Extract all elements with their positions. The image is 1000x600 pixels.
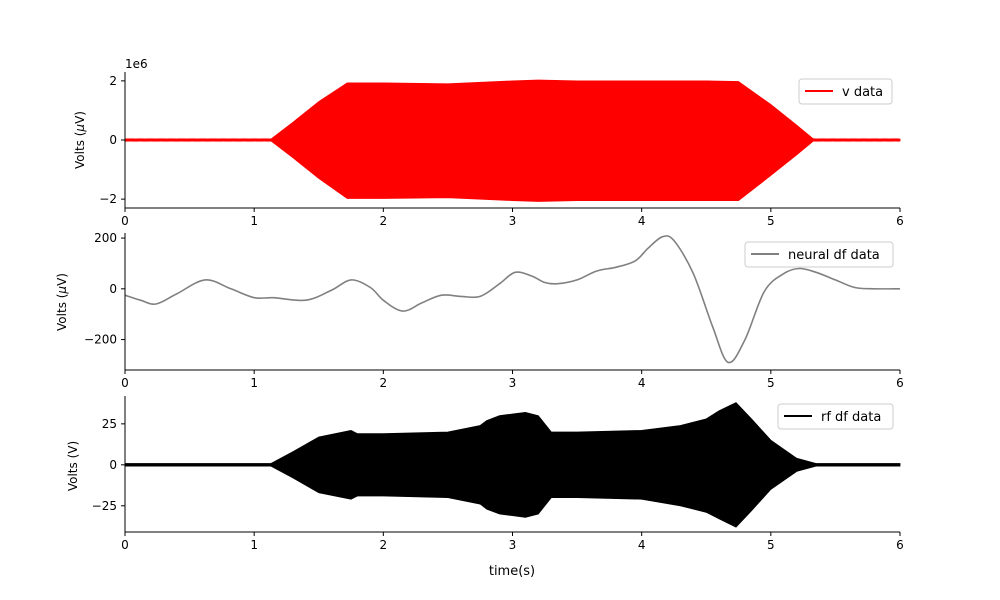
plot-area-bottom: [124, 402, 901, 528]
legend-label-rf-df: rf df data: [821, 410, 881, 425]
y-tick-label: 0: [109, 133, 117, 147]
series-rf-df-data-line: [124, 402, 901, 527]
y-tick-label: 25: [102, 417, 117, 431]
y-tick-label: 0: [109, 282, 117, 296]
x-tick-label: 6: [896, 376, 904, 390]
y-tick-label: 200: [94, 231, 117, 245]
legend-top: v data: [798, 78, 893, 105]
offset-text: 1e6: [125, 57, 148, 71]
series-v-data-line: [124, 79, 901, 202]
y-tick-label: −200: [84, 333, 117, 347]
x-tick-label: 2: [380, 214, 388, 228]
x-tick-label: 4: [638, 376, 646, 390]
legend-middle: neural df data: [744, 241, 894, 268]
x-tick-label: 3: [509, 538, 517, 552]
y-tick-label: −25: [92, 499, 117, 513]
y-axis-label-bottom: Volts (V): [66, 441, 80, 491]
axes-ticks-top: 0 1 2 3 4 5 6 −2 0 2: [99, 74, 904, 228]
plot-area-middle: [124, 235, 901, 364]
legend-box-bottom: [777, 403, 894, 430]
x-tick-label: 3: [509, 214, 517, 228]
x-tick-label: 0: [121, 376, 129, 390]
x-tick-label: 5: [767, 214, 775, 228]
legend-box-middle: [744, 241, 894, 268]
x-tick-label: 0: [121, 214, 129, 228]
x-tick-label: 5: [767, 376, 775, 390]
x-tick-label: 6: [896, 214, 904, 228]
y-axis-label-middle: Volts (μV): [55, 273, 69, 331]
x-axis-label: time(s): [489, 564, 535, 579]
x-tick-label: 4: [638, 538, 646, 552]
x-tick-label: 0: [121, 538, 129, 552]
legend-bottom: rf df data: [777, 403, 894, 430]
legend-label-v-data: v data: [842, 85, 883, 100]
y-axis-label-top: Volts (μV): [73, 111, 87, 169]
panel-top: 0 1 2 3 4 5 6 −2 0 2 1e6 Volts (μV) v data: [73, 57, 904, 228]
x-tick-label: 1: [250, 214, 258, 228]
x-tick-label: 2: [380, 538, 388, 552]
panel-middle: 0 1 2 3 4 5 6 −200 0 200 Volts (μV) neural df dat…: [55, 231, 904, 390]
y-tick-label: −2: [99, 192, 117, 206]
legend-box-top: [798, 78, 893, 105]
panel-bottom: 0 1 2 3 4 5 6 −25 0 25 Volts (V) rf df data time(…: [66, 396, 904, 579]
axes-ticks-middle: 0 1 2 3 4 5 6 −200 0 200: [84, 231, 904, 390]
x-tick-label: 4: [638, 214, 646, 228]
x-tick-label: 2: [380, 376, 388, 390]
y-tick-label: 0: [109, 458, 117, 472]
x-tick-label: 1: [250, 376, 258, 390]
legend-label-neural-df: neural df data: [788, 248, 880, 263]
x-tick-label: 1: [250, 538, 258, 552]
y-tick-label: 2: [109, 74, 117, 88]
axes-ticks-bottom: 0 1 2 3 4 5 6 −25 0 25: [92, 417, 904, 552]
series-neural-df-data-line: [124, 235, 901, 364]
x-tick-label: 5: [767, 538, 775, 552]
plot-area-top: [124, 79, 901, 202]
x-tick-label: 6: [896, 538, 904, 552]
x-tick-label: 3: [509, 376, 517, 390]
